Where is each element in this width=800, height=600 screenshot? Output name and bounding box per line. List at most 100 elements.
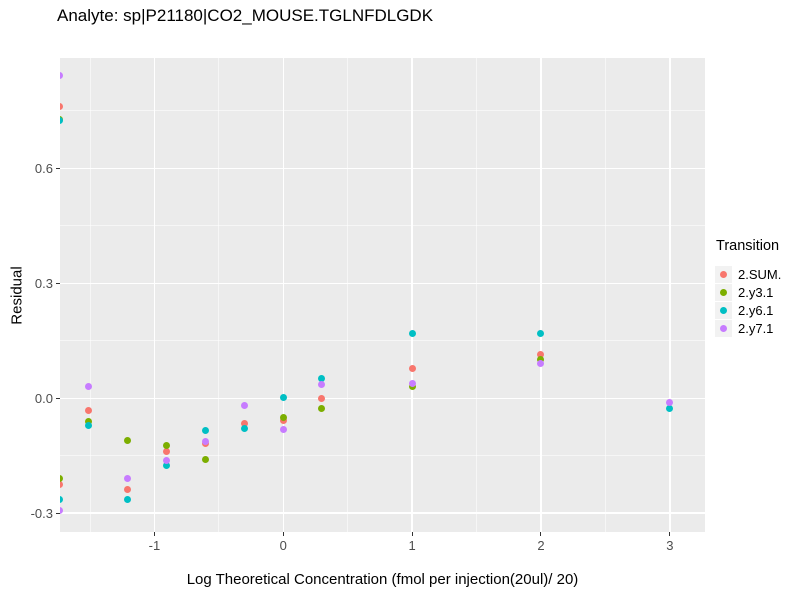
data-point <box>163 457 171 465</box>
data-point <box>85 418 93 426</box>
x-axis-tick-label: 2 <box>537 538 545 553</box>
legend-rows: 2.SUM. 2.y3.1 2.y6.1 2.y7.1 <box>715 266 781 337</box>
x-axis-tick-label: 1 <box>408 538 416 553</box>
data-point <box>60 117 64 125</box>
data-point <box>318 394 326 402</box>
data-point <box>318 380 326 388</box>
legend-point-icon <box>720 289 727 296</box>
gridline-major-vertical <box>669 58 671 532</box>
y-axis-tick-label: 0.6 <box>34 161 53 177</box>
data-point <box>408 330 416 338</box>
y-axis-tick <box>56 512 60 514</box>
legend-entry-label: 2.y7.1 <box>738 321 774 336</box>
gridline-minor-vertical <box>476 58 478 532</box>
legend-point-icon <box>720 271 727 278</box>
y-axis-tick-label: 0.0 <box>34 391 53 407</box>
x-axis-tick-label: 0 <box>279 538 287 553</box>
data-point <box>123 437 131 445</box>
gridline-major-vertical <box>282 58 285 532</box>
data-point <box>279 394 287 402</box>
data-point <box>537 355 545 363</box>
legend-point-icon <box>720 307 727 314</box>
gridline-minor-vertical <box>89 58 91 532</box>
x-axis-tick <box>669 532 671 536</box>
data-point <box>666 398 674 406</box>
y-axis-title: Residual <box>8 266 26 325</box>
x-axis-tick-label: 3 <box>666 538 674 553</box>
data-point <box>60 475 64 483</box>
data-point <box>60 496 64 504</box>
x-axis-tick-label: -1 <box>148 538 161 553</box>
y-axis-tick-label: -0.3 <box>30 506 53 522</box>
gridline-minor-vertical <box>218 58 220 532</box>
data-point <box>279 425 287 433</box>
legend-key <box>715 320 732 337</box>
gridline-major-vertical <box>540 58 542 532</box>
plot-title: Analyte: sp|P21180|CO2_MOUSE.TGLNFDLGDK <box>57 6 434 25</box>
data-point <box>241 419 249 427</box>
data-point <box>202 427 210 435</box>
gridline-minor-horizontal <box>60 225 705 227</box>
data-point <box>85 422 93 430</box>
data-point <box>163 462 171 470</box>
data-point <box>60 103 64 111</box>
gridline-minor-horizontal <box>60 340 705 342</box>
gridline-major-vertical <box>153 58 156 532</box>
data-point <box>666 404 674 412</box>
data-point <box>408 379 416 387</box>
x-axis-title: Log Theoretical Concentration (fmol per … <box>186 571 579 588</box>
legend-entry: 2.y7.1 <box>715 320 781 337</box>
gridline-minor-vertical <box>347 58 349 532</box>
y-axis-tick <box>56 282 60 284</box>
gridline-major-horizontal <box>60 397 705 400</box>
legend-key <box>715 302 732 319</box>
x-axis-tick <box>153 532 155 536</box>
data-point <box>163 441 171 449</box>
data-point <box>202 456 210 464</box>
gridline-minor-horizontal <box>60 110 705 112</box>
data-point <box>60 72 64 80</box>
x-axis-tick <box>411 532 413 536</box>
legend-entry-label: 2.SUM. <box>738 267 782 282</box>
data-point <box>123 495 131 503</box>
data-point <box>163 447 171 455</box>
legend-entry: 2.SUM. <box>715 266 781 283</box>
gridline-major-horizontal <box>60 167 705 170</box>
data-point <box>202 438 210 446</box>
gridline-minor-vertical <box>604 58 606 532</box>
gridline-major-vertical <box>411 58 413 532</box>
legend-entry: 2.y6.1 <box>715 302 781 319</box>
data-point <box>85 406 93 414</box>
data-point <box>123 485 131 493</box>
data-point <box>318 404 326 412</box>
y-axis-tick <box>56 167 60 169</box>
data-point <box>241 402 249 410</box>
data-point <box>279 414 287 422</box>
data-point <box>123 474 131 482</box>
legend-entry: 2.y3.1 <box>715 284 781 301</box>
data-point <box>537 330 545 338</box>
y-axis-tick <box>56 397 60 399</box>
x-axis-tick <box>540 532 542 536</box>
data-point <box>241 425 249 433</box>
gridline-minor-horizontal <box>60 455 705 457</box>
legend-key <box>715 284 732 301</box>
data-point <box>408 364 416 372</box>
data-point <box>60 507 64 515</box>
legend-entry-label: 2.y6.1 <box>738 303 774 318</box>
legend: Transition 2.SUM. 2.y3.1 2.y6.1 2.y7.1 <box>715 238 781 338</box>
x-axis-tick <box>282 532 284 536</box>
legend-title: Transition <box>716 238 780 254</box>
data-point <box>537 359 545 367</box>
y-axis-tick-label: 0.3 <box>34 276 53 292</box>
gridline-major-horizontal <box>60 512 705 514</box>
data-point <box>85 383 93 391</box>
data-point <box>318 374 326 382</box>
plot-panel <box>60 58 705 532</box>
data-point <box>537 351 545 359</box>
data-point <box>60 480 64 488</box>
legend-point-icon <box>720 325 727 332</box>
gridline-major-horizontal <box>60 282 705 285</box>
legend-key <box>715 266 732 283</box>
